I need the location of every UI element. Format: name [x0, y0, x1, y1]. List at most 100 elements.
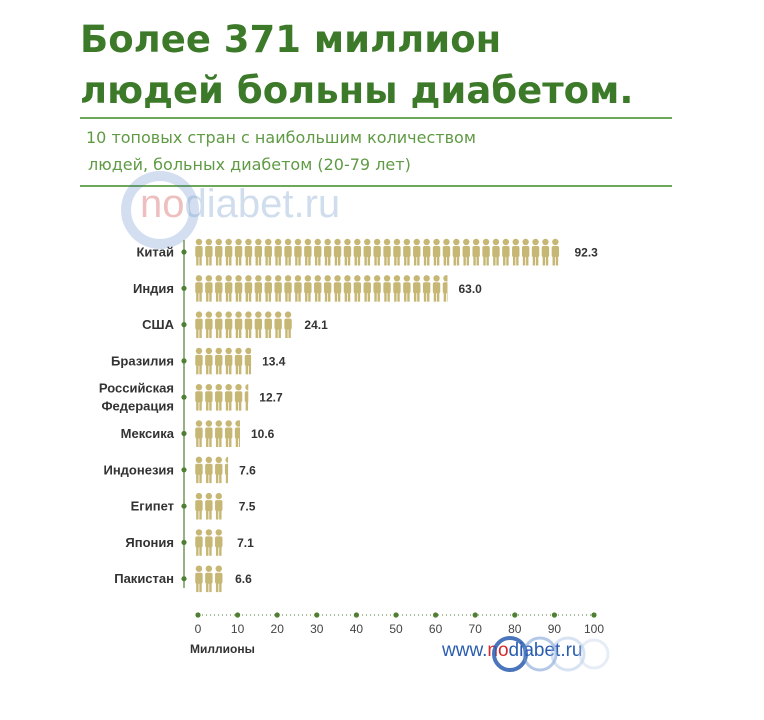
- value-label: 24.1: [304, 318, 328, 332]
- value-label: 10.6: [251, 427, 275, 441]
- person-icon: [264, 238, 272, 266]
- watermark-rest: diabet.ru: [184, 182, 341, 226]
- category-label: Мексика: [121, 426, 175, 441]
- person-icon: [442, 275, 448, 302]
- person-icon: [333, 238, 342, 266]
- person-icon: [234, 311, 243, 339]
- person-icon: [244, 311, 253, 339]
- x-tick-dot: [353, 612, 359, 618]
- x-tick-dot: [314, 612, 320, 618]
- category-label: Индонезия: [103, 462, 174, 477]
- x-tick-label: 70: [469, 622, 483, 636]
- person-icon: [403, 275, 411, 302]
- category-dot: [181, 576, 187, 582]
- x-tick-label: 80: [508, 622, 522, 636]
- category-label: Индия: [133, 281, 174, 296]
- value-label: 6.6: [235, 572, 252, 586]
- category-dot: [181, 503, 187, 509]
- category-dot: [181, 539, 187, 546]
- person-icon: [205, 384, 213, 411]
- value-label: 7.5: [239, 500, 256, 514]
- person-icon: [403, 238, 411, 266]
- bar-3: [195, 347, 252, 375]
- category-dot: [181, 358, 187, 364]
- x-tick-dot: [551, 612, 558, 618]
- person-icon: [502, 238, 510, 266]
- person-icon: [195, 565, 203, 593]
- watermark-prefix: no: [140, 182, 185, 226]
- person-icon: [215, 347, 223, 375]
- person-icon: [541, 238, 550, 266]
- person-icon: [254, 238, 263, 266]
- category-label: Бразилия: [111, 353, 174, 368]
- person-icon: [215, 238, 223, 266]
- person-icon: [422, 238, 431, 266]
- x-tick-dot: [591, 612, 597, 618]
- person-icon: [393, 275, 401, 302]
- bar-5: [195, 420, 240, 447]
- x-tick-dot: [393, 612, 399, 618]
- bar-2: [195, 311, 292, 339]
- person-icon: [294, 275, 302, 302]
- bottom-divider: [80, 185, 672, 187]
- person-icon: [215, 275, 223, 302]
- category-dot: [181, 394, 187, 400]
- person-icon: [224, 420, 233, 447]
- x-tick-label: 40: [350, 622, 364, 636]
- person-icon: [205, 275, 213, 302]
- person-icon: [215, 456, 223, 484]
- person-icon: [274, 238, 282, 266]
- person-icon: [294, 238, 302, 266]
- person-icon: [195, 384, 203, 411]
- person-icon: [492, 238, 500, 266]
- category-dot: [181, 430, 187, 437]
- person-icon: [215, 492, 223, 520]
- title-line-1: Более 371 миллион: [80, 18, 502, 61]
- person-icon: [353, 238, 362, 266]
- person-icon: [363, 238, 371, 266]
- watermark-rings: [121, 171, 199, 249]
- person-icon: [205, 238, 213, 266]
- bar-0: [195, 238, 560, 266]
- category-label: Япония: [125, 535, 174, 550]
- person-icon: [373, 238, 381, 266]
- person-icon: [205, 420, 213, 447]
- value-label: 12.7: [259, 391, 283, 405]
- x-tick-label: 30: [310, 622, 324, 636]
- person-icon: [274, 311, 282, 339]
- person-icon: [551, 238, 560, 266]
- title-line-2: людей больны диабетом.: [80, 69, 634, 112]
- x-tick-label: 50: [389, 622, 403, 636]
- category-label: Китай: [136, 245, 174, 260]
- person-icon: [195, 275, 203, 302]
- person-icon: [323, 275, 332, 302]
- value-label: 92.3: [575, 246, 599, 260]
- person-icon: [314, 238, 322, 266]
- bar-7: [195, 492, 223, 520]
- category-dot: [181, 322, 187, 328]
- bar-4: [195, 384, 249, 411]
- person-icon: [244, 238, 253, 266]
- person-icon: [234, 275, 243, 302]
- person-icon: [195, 492, 203, 520]
- person-icon: [482, 238, 490, 266]
- bar-1: [195, 275, 448, 302]
- x-tick-label: 60: [429, 622, 443, 636]
- person-icon: [195, 456, 203, 484]
- person-icon: [383, 275, 391, 302]
- person-icon: [512, 238, 520, 266]
- x-tick-dot: [472, 612, 478, 618]
- x-tick-label: 0: [195, 622, 202, 636]
- subtitle-line-2: людей, больных диабетом (20-79 лет): [88, 155, 411, 174]
- person-icon: [224, 347, 233, 375]
- person-icon: [304, 238, 312, 266]
- value-label: 7.1: [237, 536, 254, 550]
- bar-6: [195, 456, 229, 484]
- category-label: США: [142, 317, 174, 332]
- person-icon: [205, 565, 213, 593]
- x-tick-dot: [195, 612, 201, 618]
- x-tick-dot: [235, 612, 241, 618]
- value-label: 13.4: [262, 354, 286, 368]
- person-icon: [462, 238, 470, 266]
